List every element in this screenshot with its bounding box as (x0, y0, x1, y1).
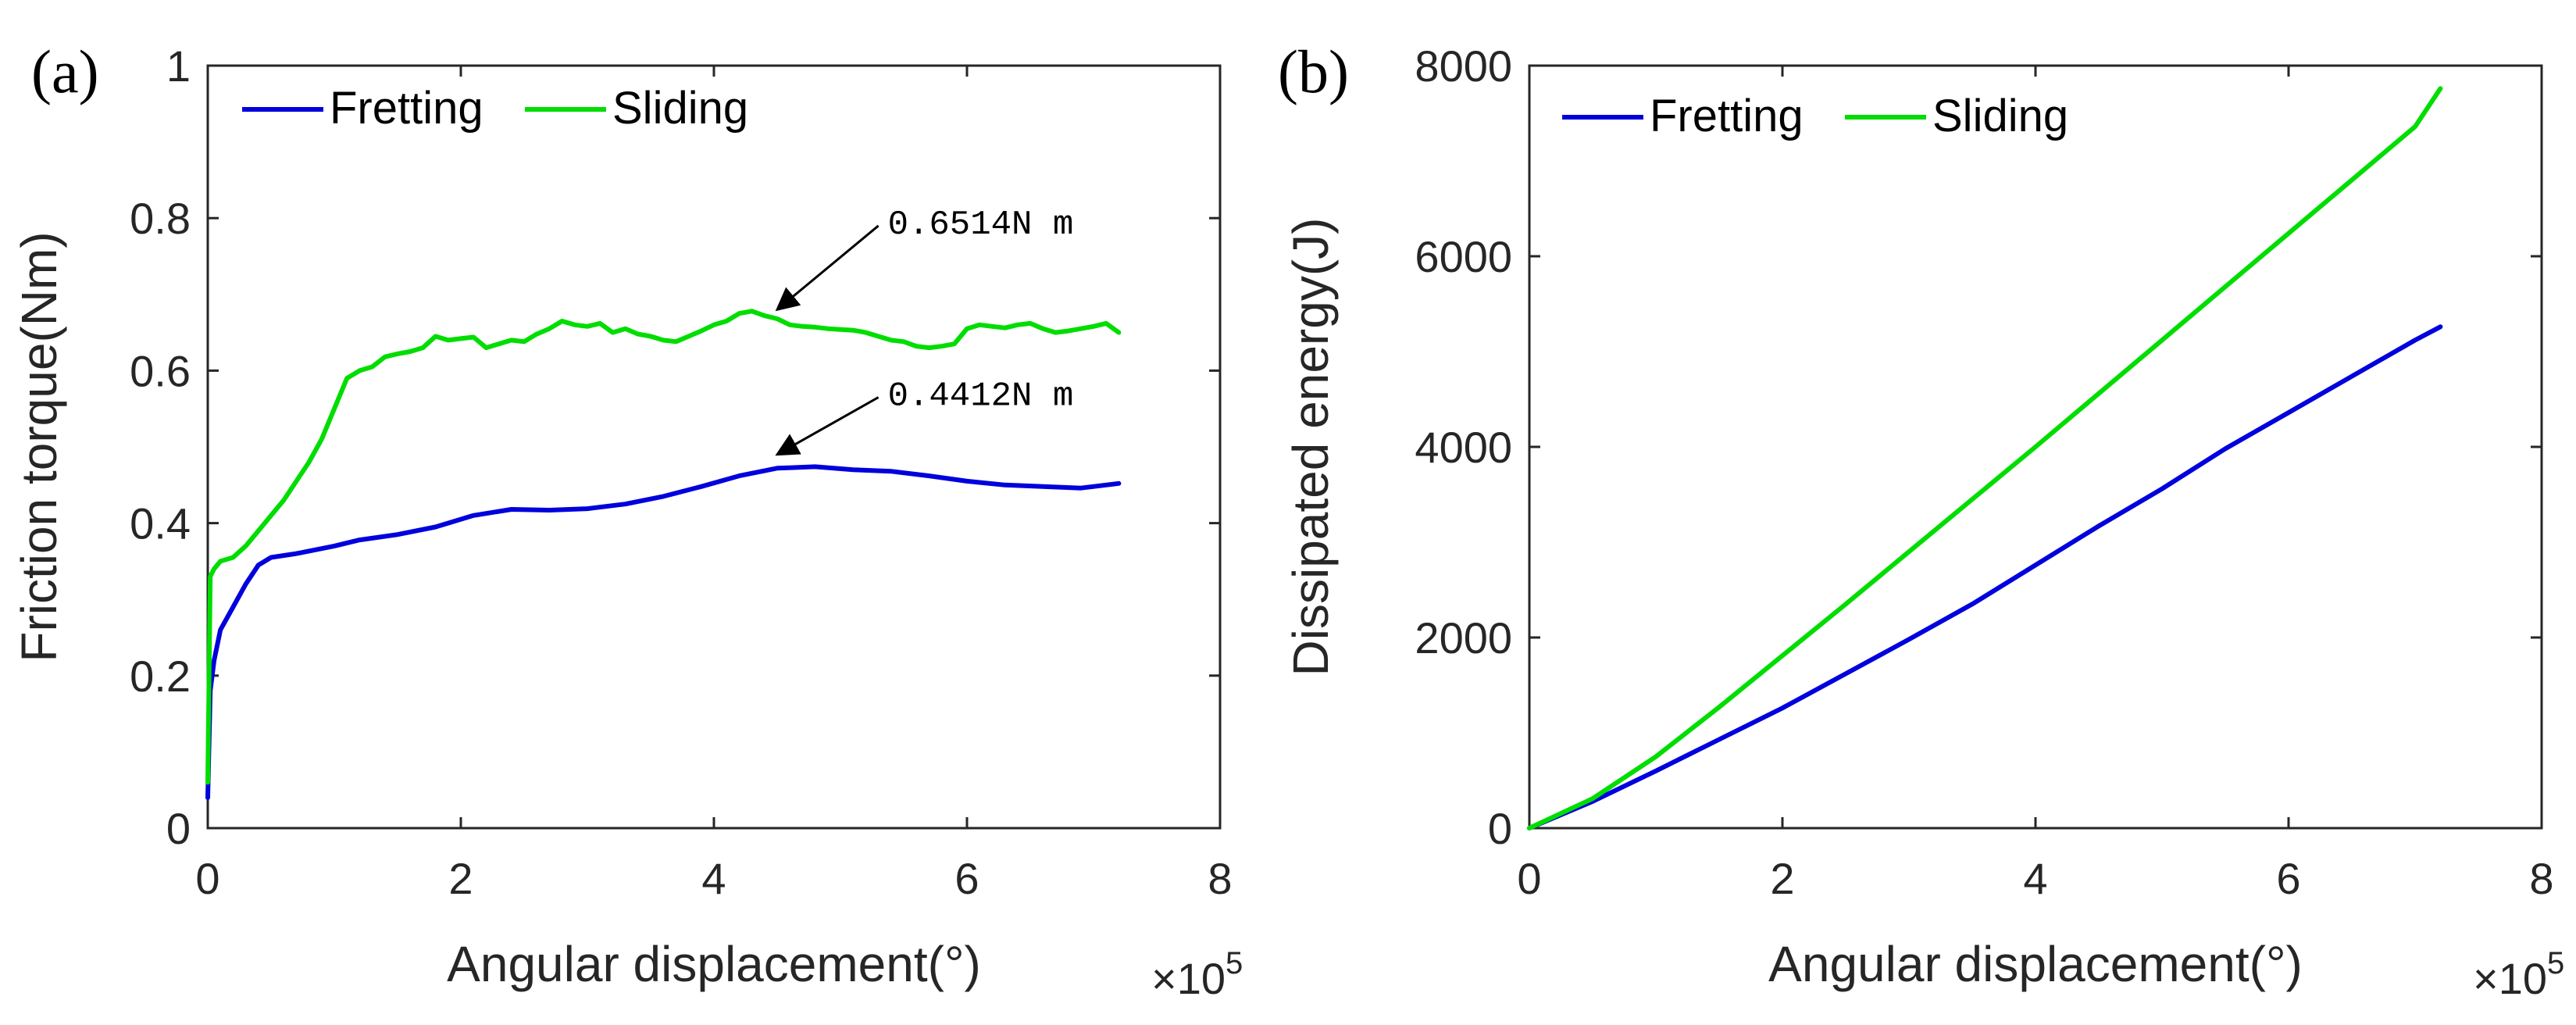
annotation-arrow (775, 224, 879, 312)
y-tick-label: 0.8 (130, 194, 191, 243)
annotation-text: 0.6514N m (888, 205, 1074, 245)
series-line-fretting (205, 464, 1122, 800)
series-line-fretting (1527, 324, 2443, 830)
x-tick-label: 2 (448, 854, 473, 903)
plot-area-frame (206, 64, 1222, 830)
y-tick-label: 0.6 (130, 346, 191, 395)
y-tick-label: 0 (1488, 804, 1512, 853)
series-line-sliding (205, 309, 1122, 785)
x-tick-label: 2 (1770, 854, 1794, 903)
x-multiplier: ×105 (2473, 946, 2564, 1003)
x-multiplier-exponent: 5 (1226, 946, 1243, 980)
x-tick-label: 0 (195, 854, 219, 903)
x-multiplier-base: ×10 (2473, 954, 2547, 1003)
legend: Fretting Sliding (1562, 91, 2068, 141)
x-multiplier-exponent: 5 (2547, 946, 2564, 980)
y-tick-label: 6000 (1415, 232, 1512, 281)
chart-panel-b: 0 2 4 6 8 0 2000 4000 6000 8000 Angular displaceme… (1278, 38, 2564, 1003)
y-axis-label: Friction torque(Nm) (11, 231, 67, 662)
y-tick-label: 2000 (1415, 613, 1512, 662)
x-axis-label: Angular displacement(°) (447, 936, 981, 992)
y-axis-label: Dissipated energy(J) (1283, 218, 1339, 677)
x-tick-label: 4 (701, 854, 726, 903)
x-tick-label: 4 (2023, 854, 2047, 903)
y-tick-label: 1 (166, 41, 191, 91)
y-tick-label: 4000 (1415, 423, 1512, 472)
legend-label-sliding: Sliding (1932, 91, 2068, 141)
y-tick-label: 0 (166, 804, 191, 853)
y-tick-label: 8000 (1415, 41, 1512, 91)
x-tick-label: 0 (1517, 854, 1541, 903)
panel-label: (b) (1278, 38, 1349, 105)
x-tick-label: 8 (2529, 854, 2553, 903)
annotation-text: 0.4412N m (888, 377, 1074, 416)
x-tick-label: 6 (2276, 854, 2300, 903)
x-axis-label: Angular displacement(°) (1768, 936, 2303, 992)
legend: Fretting Sliding (242, 83, 748, 134)
panel-label: (a) (31, 38, 99, 105)
legend-label-fretting: Fretting (330, 83, 483, 134)
x-multiplier-base: ×10 (1151, 954, 1226, 1003)
annotation-arrow (775, 396, 879, 456)
y-tick-label: 0.4 (130, 499, 191, 548)
x-multiplier: ×105 (1151, 946, 1243, 1003)
x-tick-label: 6 (954, 854, 979, 903)
x-tick-label: 8 (1208, 854, 1232, 903)
legend-label-sliding: Sliding (612, 83, 748, 134)
chart-panel-a: 0 2 4 6 8 0 0.2 0.4 0.6 0.8 1 Angular displacement(… (11, 38, 1243, 1003)
y-tick-label: 0.2 (130, 652, 191, 701)
legend-label-fretting: Fretting (1650, 91, 1804, 141)
series-line-sliding (1527, 86, 2443, 830)
